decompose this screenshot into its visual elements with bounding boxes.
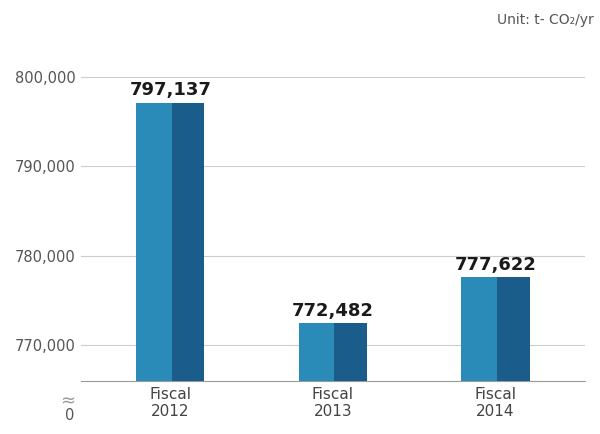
Bar [497,277,530,381]
Text: ≈: ≈ [59,392,75,410]
Text: 772,482: 772,482 [292,302,374,319]
Text: 777,622: 777,622 [455,256,536,273]
Text: 797,137: 797,137 [129,81,211,99]
Bar [334,323,367,381]
Text: 0: 0 [65,408,75,423]
Bar [136,103,172,381]
Bar [461,277,497,381]
Bar [299,323,334,381]
Bar [172,103,205,381]
Text: Unit: t- CO₂/yr: Unit: t- CO₂/yr [497,13,594,27]
